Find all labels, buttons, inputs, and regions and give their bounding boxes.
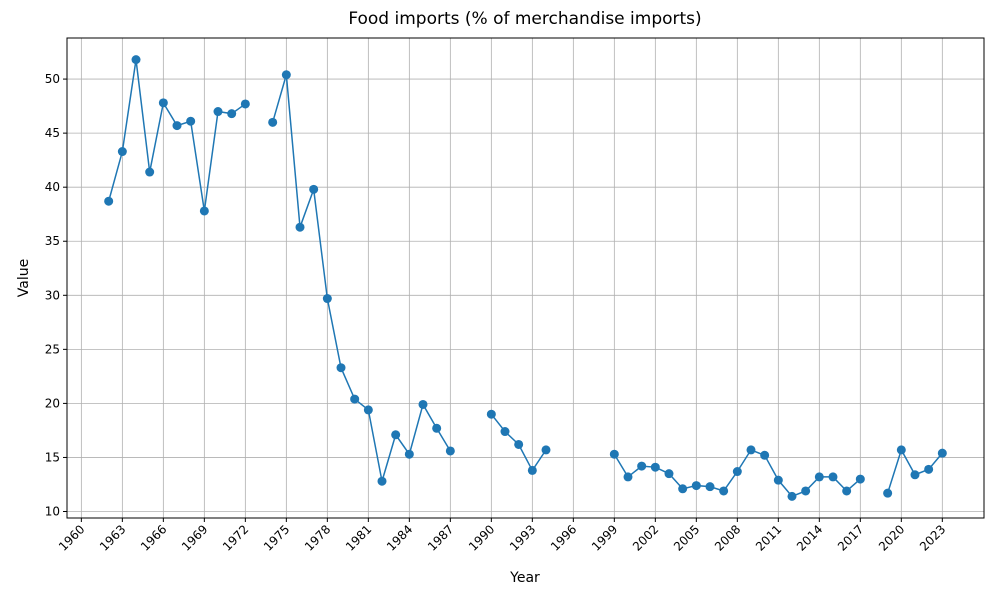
data-point — [404, 449, 414, 459]
y-tick-label: 50 — [45, 72, 60, 86]
data-point — [541, 445, 551, 455]
x-tick-label: 2020 — [876, 522, 907, 553]
data-point — [773, 475, 783, 485]
data-point — [486, 409, 496, 419]
y-tick-label: 40 — [45, 180, 60, 194]
data-point — [158, 98, 168, 108]
data-point — [705, 482, 715, 492]
data-point — [883, 488, 893, 498]
data-point — [309, 184, 319, 194]
y-tick-label: 25 — [45, 342, 60, 356]
data-point — [514, 439, 524, 449]
data-point — [910, 470, 920, 480]
data-point — [527, 465, 537, 475]
data-point — [924, 464, 934, 474]
y-tick-label: 15 — [45, 450, 60, 464]
x-tick-label: 1984 — [384, 522, 415, 553]
data-point — [787, 491, 797, 501]
data-point — [801, 486, 811, 496]
y-tick-label: 20 — [45, 396, 60, 410]
x-tick-label: 2011 — [753, 522, 784, 553]
data-point — [350, 394, 360, 404]
data-point — [281, 70, 291, 80]
x-tick-label: 1969 — [179, 522, 210, 553]
x-tick-label: 1981 — [343, 522, 374, 553]
y-axis-label: Value — [16, 259, 32, 297]
x-tick-label: 2005 — [671, 522, 702, 553]
data-point — [172, 121, 182, 131]
data-point — [117, 147, 127, 157]
data-point — [432, 423, 442, 433]
x-tick-label: 1996 — [548, 522, 579, 553]
data-point — [131, 55, 141, 65]
data-point — [336, 363, 346, 373]
data-point — [186, 116, 196, 126]
x-tick-label: 2008 — [712, 522, 743, 553]
data-point — [842, 486, 852, 496]
data-point — [240, 99, 250, 109]
data-point — [637, 461, 647, 471]
y-tick-label: 10 — [45, 505, 60, 519]
data-point — [664, 469, 674, 479]
data-point — [828, 472, 838, 482]
data-point — [678, 484, 688, 494]
data-point — [691, 481, 701, 491]
chart-title: Food imports (% of merchandise imports) — [348, 9, 701, 29]
data-point — [500, 427, 510, 437]
data-point — [855, 474, 865, 484]
data-point — [814, 472, 824, 482]
x-tick-label: 2014 — [794, 522, 825, 553]
x-tick-label: 2002 — [630, 522, 661, 553]
data-point — [609, 449, 619, 459]
x-tick-label: 1963 — [97, 522, 128, 553]
x-tick-label: 1975 — [261, 522, 292, 553]
data-point — [268, 117, 278, 127]
x-tick-label: 2017 — [835, 522, 866, 553]
x-tick-label: 1993 — [507, 522, 538, 553]
x-tick-label: 1972 — [220, 522, 251, 553]
x-tick-label: 1999 — [589, 522, 620, 553]
data-point — [418, 399, 428, 409]
data-point — [227, 109, 237, 119]
x-axis-label: Year — [509, 570, 540, 586]
data-point — [719, 486, 729, 496]
data-point — [104, 196, 114, 206]
data-point — [363, 405, 373, 415]
data-point — [377, 476, 387, 486]
data-point — [760, 450, 770, 460]
data-line — [107, 59, 943, 498]
y-tick-label: 35 — [45, 234, 60, 248]
data-point — [623, 472, 633, 482]
data-point — [732, 467, 742, 477]
data-point — [322, 294, 332, 304]
data-point — [199, 206, 209, 216]
data-point — [213, 107, 223, 117]
x-tick-label: 2023 — [917, 522, 948, 553]
data-point — [937, 448, 947, 458]
x-tick-label: 1966 — [138, 522, 169, 553]
y-tick-label: 45 — [45, 126, 60, 140]
x-tick-label: 1960 — [56, 522, 87, 553]
data-point — [896, 445, 906, 455]
x-tick-label: 1990 — [466, 522, 497, 553]
data-point — [445, 446, 455, 456]
x-tick-label: 1987 — [425, 522, 456, 553]
data-point — [391, 430, 401, 440]
data-point — [295, 222, 305, 232]
data-point — [746, 445, 756, 455]
x-tick-label: 1978 — [302, 522, 333, 553]
plot-frame — [66, 37, 985, 519]
data-point — [145, 167, 155, 177]
y-tick-label: 30 — [45, 288, 60, 302]
data-point — [650, 462, 660, 472]
